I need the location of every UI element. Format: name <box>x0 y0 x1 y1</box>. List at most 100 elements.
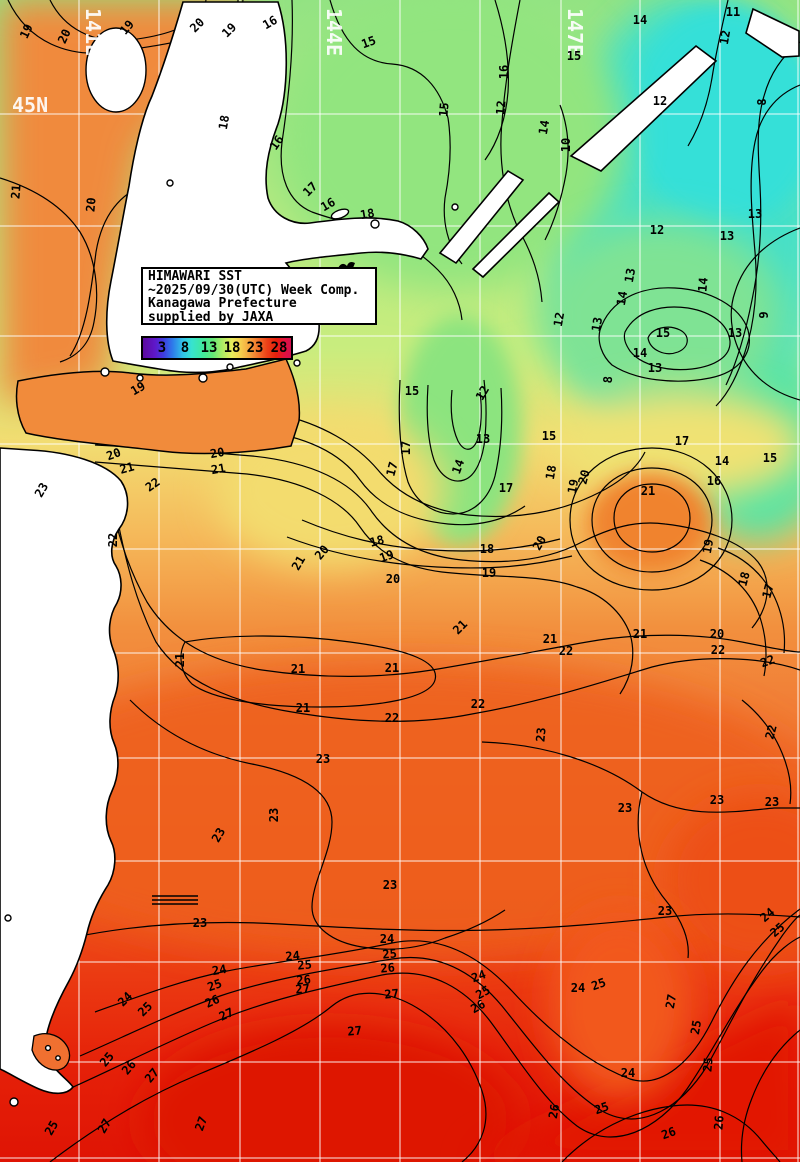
contour-label: 23 <box>32 480 51 500</box>
contour-label: 8 <box>601 375 616 383</box>
contour-label: 20 <box>530 533 549 553</box>
contour-label: 12 <box>551 311 567 328</box>
legend-title: HIMAWARI SST <box>148 269 242 284</box>
contour-label: 25 <box>473 983 493 1002</box>
contour-label: 27 <box>192 1114 210 1132</box>
patch-light-v <box>548 910 692 1100</box>
contour-label: 18 <box>368 533 386 550</box>
patch-green-right <box>535 220 785 410</box>
contour-label: 23 <box>209 825 228 845</box>
contour-label: 21 <box>291 662 305 676</box>
patch-red-right <box>665 795 800 965</box>
contour-line <box>61 936 800 1138</box>
contour-line <box>741 699 792 805</box>
contour-line <box>111 505 800 677</box>
contour-line <box>500 0 543 303</box>
contour-line <box>450 389 482 450</box>
islet <box>293 359 301 367</box>
contour-label: 17 <box>499 481 513 495</box>
contour-line <box>329 0 463 265</box>
contour-label: 16 <box>318 195 338 214</box>
contour-label: 16 <box>267 133 287 153</box>
temperature-colorbar: 3 8 13 18 23 28 <box>141 336 293 360</box>
contour-label: 18 <box>736 570 753 588</box>
contour-label: 23 <box>383 878 397 892</box>
islet <box>4 914 12 922</box>
island-nw <box>85 27 147 113</box>
contour-line <box>180 635 437 708</box>
contour-label: 17 <box>399 441 413 455</box>
legend-supplier: supplied by JAXA <box>148 309 274 325</box>
contour-label: 12 <box>653 94 667 108</box>
contour-label: 21 <box>641 484 655 498</box>
contour-label: 16 <box>707 474 721 488</box>
contour-label: 15 <box>567 49 581 63</box>
contour-line <box>117 521 800 722</box>
contour-label: 22 <box>711 643 725 657</box>
contour-label: 9 <box>757 311 771 318</box>
contour-line <box>544 104 569 241</box>
contour-label: 27 <box>663 993 679 1010</box>
contour-label: 16 <box>497 65 511 79</box>
contour-label: 11 <box>726 5 740 19</box>
contour-label: 19 <box>377 547 395 565</box>
contour-label: 25 <box>205 976 223 994</box>
contour-label: 15 <box>542 429 556 443</box>
contour-line <box>426 379 487 482</box>
latitude-label: 45N <box>12 93 48 117</box>
legend-date: ~2025/09/30(UTC) Week Comp. <box>148 282 360 298</box>
contour-label: 27 <box>347 1023 363 1038</box>
contour-label: 19 <box>17 22 36 41</box>
contour-label: 23 <box>710 793 724 807</box>
contour-label: 26 <box>380 960 396 975</box>
islet <box>226 363 234 371</box>
contour-label: 20 <box>576 468 593 486</box>
contour-label: 21 <box>289 553 308 573</box>
contour-label: 26 <box>203 992 222 1011</box>
longitude-label: 144E <box>322 8 346 56</box>
contour-line <box>0 177 98 363</box>
contour-label: 15 <box>405 384 419 398</box>
contour-label: 14 <box>633 13 647 27</box>
contour-label: 25 <box>42 1118 61 1138</box>
contour-label: 19 <box>700 538 716 555</box>
contour-label: 15 <box>436 102 451 118</box>
contour-line <box>613 483 691 553</box>
contour-line <box>94 461 634 695</box>
land-shiretoko <box>438 169 525 265</box>
contour-label: 22 <box>143 475 163 495</box>
contour-label: 24 <box>211 962 228 978</box>
contour-label: 15 <box>763 451 777 465</box>
contour-line <box>94 444 768 629</box>
contour-label: 23 <box>193 916 207 930</box>
contour-line <box>687 0 729 147</box>
colorbar-tick-label: 28 <box>270 340 288 356</box>
contour-line <box>286 536 573 569</box>
contour-line <box>301 519 561 552</box>
colorbar-tick-label: 8 <box>180 340 190 356</box>
contour-label: 25 <box>700 1057 715 1073</box>
contour-label: 14 <box>633 346 647 360</box>
land-iturup <box>569 44 718 172</box>
contour-label: 26 <box>659 1124 677 1142</box>
islet <box>370 219 380 229</box>
contour-label: 25 <box>382 946 398 961</box>
contour-label: 22 <box>106 533 120 547</box>
contour-label: 15 <box>359 33 377 51</box>
colorbar-tick-label: 23 <box>246 340 264 356</box>
contour-label: 14 <box>695 277 710 293</box>
contour-label: 15 <box>656 326 670 340</box>
land-layer <box>0 1 800 1107</box>
contour-label: 12 <box>650 223 664 237</box>
contour-label: 27 <box>217 1005 236 1024</box>
contour-line <box>484 0 509 161</box>
contour-label: 23 <box>316 752 330 766</box>
islet <box>55 1055 61 1061</box>
contour-label: 17 <box>760 582 777 600</box>
contour-label: 12 <box>493 100 508 116</box>
contour-label: 13 <box>589 316 605 333</box>
contour-label: 12 <box>473 383 492 403</box>
contour-label: 22 <box>471 697 485 711</box>
contour-label: 26 <box>546 1103 562 1120</box>
